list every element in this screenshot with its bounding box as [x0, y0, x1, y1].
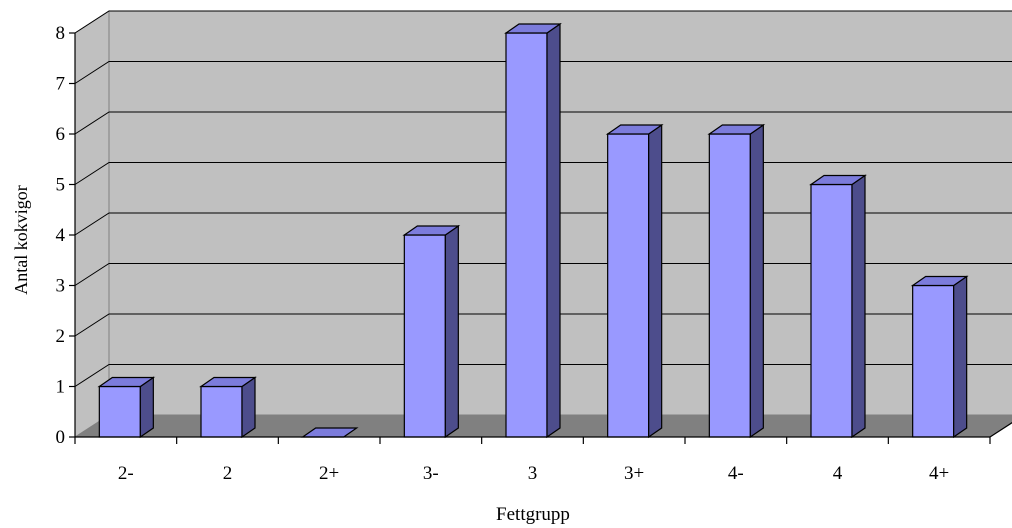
- y-tick-label: 2: [56, 326, 66, 347]
- x-tick-label: 3-: [423, 463, 439, 484]
- bar: [608, 125, 662, 437]
- bar-front: [913, 286, 954, 438]
- bar-front: [404, 235, 445, 437]
- x-tick-label: 4: [833, 463, 843, 484]
- x-tick-label: 2+: [319, 463, 339, 484]
- bar-side: [140, 378, 153, 438]
- bar: [404, 226, 458, 437]
- bar-front: [709, 134, 750, 437]
- x-tick-label: 2-: [118, 463, 134, 484]
- bar-front: [99, 387, 140, 438]
- bar: [506, 24, 560, 437]
- x-tick-label: 2: [223, 463, 233, 484]
- bar-side: [852, 176, 865, 438]
- bar: [201, 378, 255, 438]
- bar-front: [608, 134, 649, 437]
- x-tick-label: 3: [528, 463, 538, 484]
- bar-side: [547, 24, 560, 437]
- x-tick-label: 3+: [624, 463, 644, 484]
- x-tick-labels: 2- 2 2+ 3- 3 3+ 4- 4 4+: [118, 463, 949, 484]
- y-tick-label: 1: [56, 377, 66, 398]
- bar-side: [954, 277, 967, 438]
- x-tick-label: 4+: [929, 463, 949, 484]
- bar-front: [811, 185, 852, 438]
- bar: [99, 378, 153, 438]
- bar-side: [649, 125, 662, 437]
- bar-side: [750, 125, 763, 437]
- bar: [811, 176, 865, 438]
- y-tick-label: 7: [56, 74, 66, 95]
- bar-front: [506, 33, 547, 437]
- bar-side: [242, 378, 255, 438]
- bar: [913, 277, 967, 438]
- y-tick-label: 0: [56, 427, 66, 448]
- y-tick-labels: 0 1 2 3 4 5 6 7 8: [56, 23, 66, 448]
- x-axis-label: Fettgrupp: [496, 504, 570, 525]
- bar-front: [201, 387, 242, 438]
- y-tick-label: 3: [56, 276, 66, 297]
- x-tick-label: 4-: [728, 463, 744, 484]
- y-axis-label: Antal kokvigor: [11, 185, 31, 295]
- y-tick-label: 5: [56, 175, 66, 196]
- bar-side: [445, 226, 458, 437]
- y-tick-label: 4: [56, 225, 66, 246]
- y-tick-label: 8: [56, 23, 66, 44]
- y-tick-label: 6: [56, 124, 66, 145]
- bar: [709, 125, 763, 437]
